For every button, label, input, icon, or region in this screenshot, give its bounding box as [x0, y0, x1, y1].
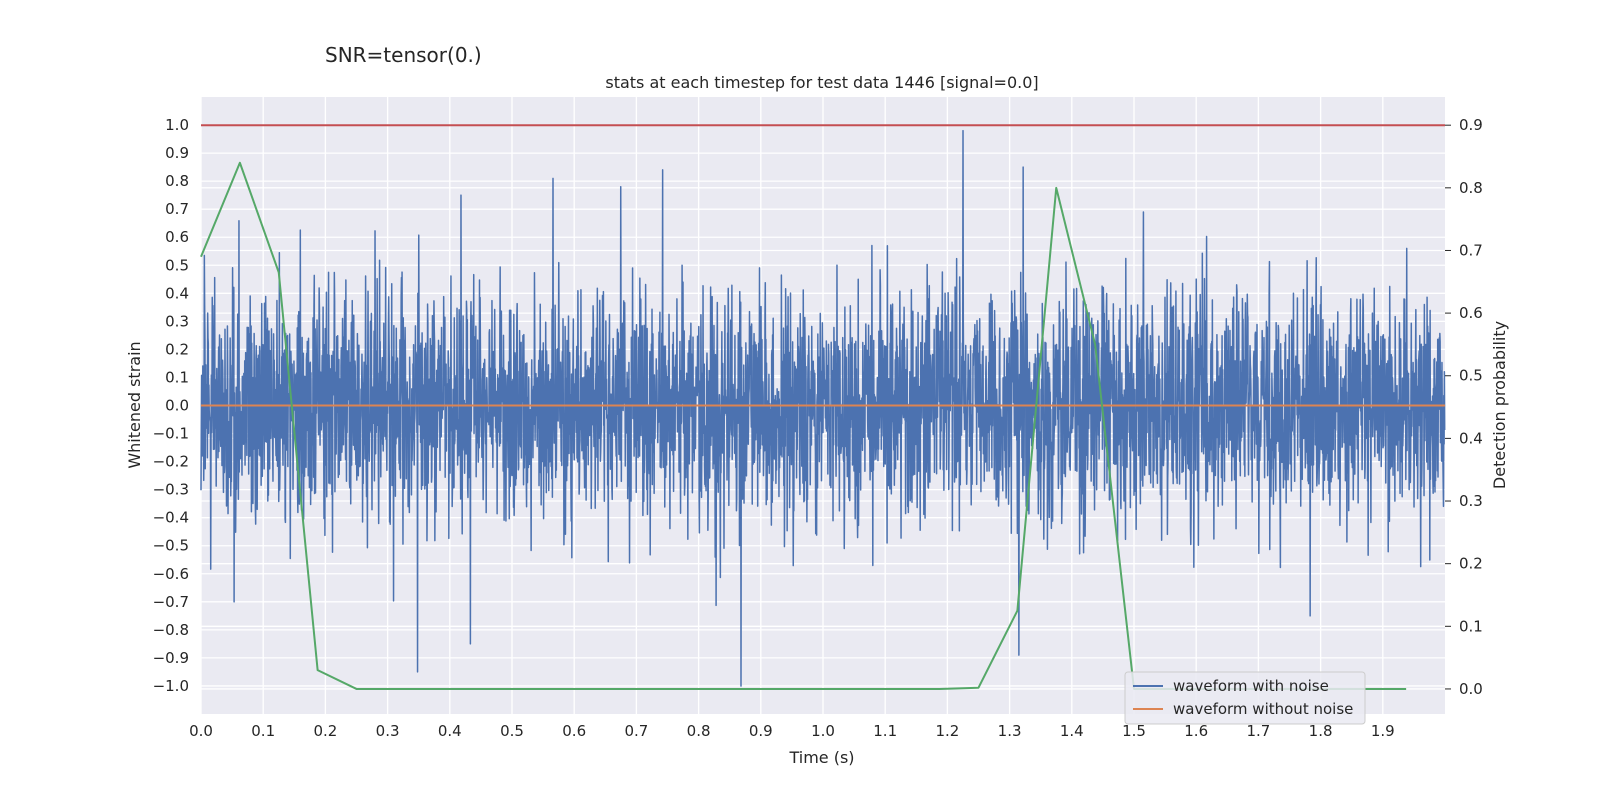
y2-tick-label: 0.2 — [1459, 555, 1483, 573]
y-tick-label: −0.6 — [153, 565, 189, 583]
x-tick-label: 0.2 — [313, 722, 337, 740]
x-tick-label: 0.6 — [562, 722, 586, 740]
y-tick-label: 0.5 — [165, 256, 189, 274]
y-axis-label: Whitened strain — [125, 341, 144, 468]
y2-tick-label: 0.3 — [1459, 492, 1483, 510]
x-tick-label: 0.9 — [749, 722, 773, 740]
y-tick-label: −1.0 — [153, 677, 189, 695]
y-tick-label: 0.8 — [165, 172, 189, 190]
y2-tick-label: 0.6 — [1459, 304, 1483, 322]
y-tick-label: −0.5 — [153, 537, 189, 555]
legend-box — [1124, 671, 1366, 725]
x-tick-label: 1.5 — [1122, 722, 1146, 740]
x-tick-label: 1.4 — [1060, 722, 1084, 740]
legend-label-clean: waveform without noise — [1173, 700, 1353, 718]
y-tick-label: 0.4 — [165, 284, 189, 302]
y-tick-label: −0.9 — [153, 649, 189, 667]
y-tick-label: −0.2 — [153, 453, 189, 471]
y2-tick-label: 0.9 — [1459, 116, 1483, 134]
x-tick-label: 0.5 — [500, 722, 524, 740]
y-tick-label: 1.0 — [165, 116, 189, 134]
chart-title: stats at each timestep for test data 144… — [605, 73, 1038, 92]
y2-tick-label: 0.1 — [1459, 617, 1483, 635]
x-axis-ticks: 0.0 0.1 0.2 0.3 0.4 0.5 0.6 0.7 0.8 0.9 1.0 1.1 1.2 1… — [189, 722, 1395, 740]
y2-axis-ticks: 0.9 0.8 0.7 0.6 0.5 0.4 0.3 0.2 0.1 0.0 — [1445, 116, 1483, 698]
legend: waveform with noise waveform without noi… — [1124, 671, 1366, 725]
x-tick-label: 0.1 — [251, 722, 275, 740]
y-tick-label: −0.7 — [153, 593, 189, 611]
x-tick-label: 1.6 — [1184, 722, 1208, 740]
y-tick-label: −0.1 — [153, 425, 189, 443]
y-tick-label: −0.8 — [153, 621, 189, 639]
y2-tick-label: 0.8 — [1459, 179, 1483, 197]
y-tick-label: 0.9 — [165, 144, 189, 162]
x-tick-label: 1.8 — [1309, 722, 1333, 740]
x-tick-label: 1.7 — [1246, 722, 1270, 740]
y2-axis-label: Detection probability — [1490, 321, 1509, 489]
x-tick-label: 1.0 — [811, 722, 835, 740]
y-tick-label: 0.3 — [165, 312, 189, 330]
x-tick-label: 0.0 — [189, 722, 213, 740]
x-axis-label: Time (s) — [788, 748, 854, 767]
y-tick-label: −0.4 — [153, 509, 189, 527]
y-tick-label: 0.0 — [165, 397, 189, 415]
legend-label-noise: waveform with noise — [1173, 677, 1329, 695]
y2-tick-label: 0.4 — [1459, 429, 1483, 447]
series-line-0 — [200, 129, 1446, 687]
y-tick-label: 0.6 — [165, 228, 189, 246]
suptitle: SNR=tensor(0.) — [325, 43, 482, 67]
y2-tick-label: 0.7 — [1459, 241, 1483, 259]
x-tick-label: 1.3 — [998, 722, 1022, 740]
y-tick-label: 0.1 — [165, 368, 189, 386]
y-tick-label: 0.7 — [165, 200, 189, 218]
x-tick-label: 0.8 — [687, 722, 711, 740]
y-tick-label: 0.2 — [165, 340, 189, 358]
y2-tick-label: 0.0 — [1459, 680, 1483, 698]
x-tick-label: 0.7 — [624, 722, 648, 740]
y-tick-label: −0.3 — [153, 481, 189, 499]
x-tick-label: 1.2 — [935, 722, 959, 740]
x-tick-label: 1.1 — [873, 722, 897, 740]
x-tick-label: 0.3 — [376, 722, 400, 740]
y-axis-ticks: 1.0 0.9 0.8 0.7 0.6 0.5 0.4 0.3 0.2 0.1 0.0 −0.1 −0.… — [153, 116, 189, 695]
x-tick-label: 1.9 — [1371, 722, 1395, 740]
y2-tick-label: 0.5 — [1459, 367, 1483, 385]
x-tick-label: 0.4 — [438, 722, 462, 740]
